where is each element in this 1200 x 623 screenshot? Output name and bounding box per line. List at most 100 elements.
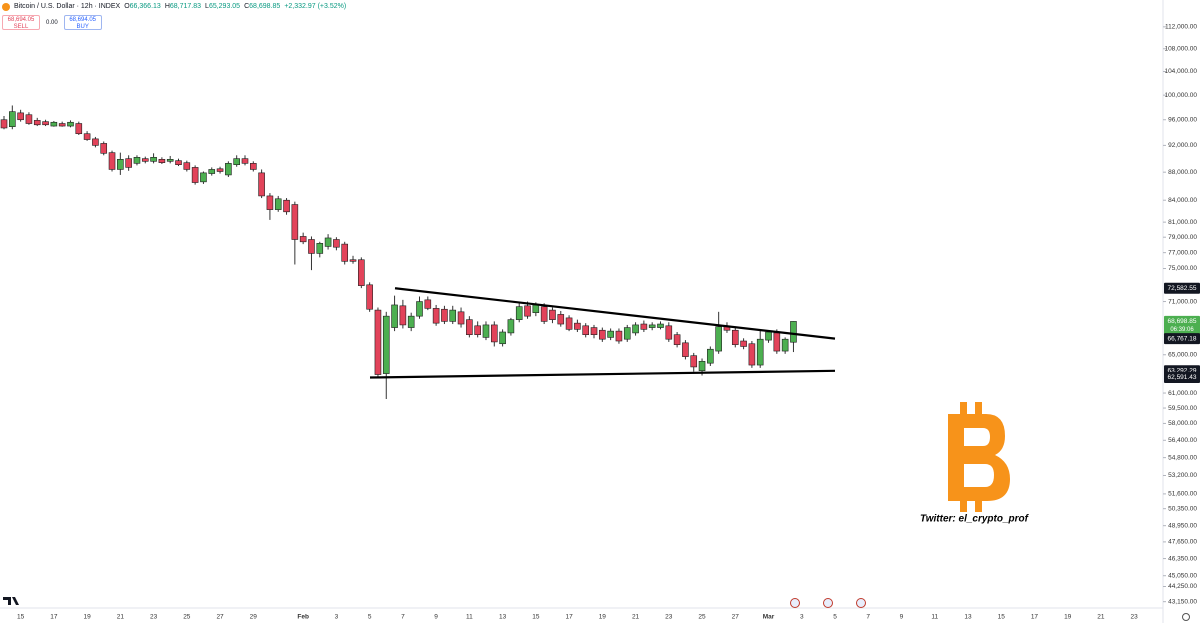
candle-body	[25, 114, 33, 124]
countdown: 06:39:06	[1170, 327, 1194, 333]
x-tick-label: 7	[401, 614, 405, 621]
candle-body	[299, 236, 307, 243]
candle-body	[707, 348, 714, 364]
x-tick-label: 23	[665, 614, 673, 621]
y-tick-label: 47,650.00	[1168, 539, 1197, 546]
x-tick-label: 21	[117, 614, 125, 621]
candle-body	[67, 121, 74, 127]
candle-body	[141, 158, 149, 162]
logo-b	[948, 414, 1010, 501]
y-tick-label: 108,000.00	[1164, 45, 1197, 52]
ohlc-value: 68,717.83	[169, 3, 202, 10]
candle-body	[158, 159, 166, 163]
price-label-box	[1164, 372, 1200, 384]
candle-body	[133, 156, 141, 164]
symbol-title: Bitcoin / U.S. Dollar · 12h · INDEX	[14, 3, 121, 10]
candle-body	[50, 121, 58, 127]
candle-body	[582, 325, 590, 336]
candle-body	[225, 163, 232, 176]
trendline	[369, 369, 836, 379]
y-tick-label: 61,000.00	[1168, 390, 1197, 397]
y-tick-label: 53,200.00	[1168, 472, 1197, 479]
candle-body	[0, 119, 8, 129]
x-tick-label: 3	[800, 614, 804, 621]
x-tick-label: 17	[565, 614, 573, 621]
x-tick-label: 11	[931, 614, 938, 621]
candle-body	[499, 331, 506, 345]
candle-body	[191, 167, 199, 183]
candle-body	[291, 204, 299, 240]
ohlc-label: H	[164, 3, 170, 10]
candle-body	[416, 301, 423, 317]
candle-body	[366, 284, 373, 310]
event-flag[interactable]	[823, 598, 833, 608]
candle-body	[773, 332, 781, 352]
event-flag[interactable]	[856, 598, 866, 608]
candle-body	[715, 326, 722, 352]
candle-body	[565, 317, 573, 330]
logo-bar	[960, 402, 967, 416]
sell-label: SELL	[13, 24, 29, 30]
x-tick-label: Feb	[297, 614, 309, 621]
price-label: 63,292.29	[1168, 368, 1197, 375]
candle-body	[673, 334, 681, 345]
candle-body	[92, 138, 99, 146]
x-tick-label: 7	[866, 614, 870, 621]
logo-bar	[975, 498, 982, 512]
price-label-box	[1164, 315, 1200, 335]
y-tick-label: 75,000.00	[1168, 265, 1197, 272]
y-tick-label: 54,800.00	[1168, 454, 1197, 461]
y-tick-label: 45,050.00	[1168, 572, 1197, 579]
y-tick-label: 44,250.00	[1168, 583, 1197, 590]
y-tick-label: 79,000.00	[1168, 234, 1197, 241]
tv-logo-part	[12, 597, 19, 605]
candle-body	[507, 319, 515, 334]
candle-body	[432, 308, 440, 324]
header: Bitcoin / U.S. Dollar · 12h · INDEX O66,…	[2, 1, 346, 30]
x-tick-label: 23	[150, 614, 158, 621]
settings-gear[interactable]	[1182, 613, 1190, 621]
event-icons[interactable]	[790, 598, 866, 608]
candle-body	[665, 325, 673, 340]
y-tick-label: 100,000.00	[1164, 92, 1197, 99]
x-tick-label: 25	[698, 614, 706, 621]
candle-body	[83, 133, 91, 140]
y-tick-label: 58,000.00	[1168, 420, 1197, 427]
candle-body	[341, 243, 349, 262]
price-label: 72,582.55	[1168, 285, 1197, 292]
candle-body	[258, 172, 265, 197]
buy-button[interactable]: 68,694.05 BUY	[63, 15, 102, 30]
candle-body	[590, 327, 598, 336]
candle-body	[748, 343, 756, 366]
x-tick-label: 11	[466, 614, 473, 621]
candle-body	[17, 112, 24, 121]
ohlc-item: C68,698.85	[244, 3, 280, 10]
event-flag[interactable]	[790, 598, 800, 608]
candle-body	[574, 322, 581, 330]
x-tick-label: 15	[532, 614, 540, 621]
candle-body	[274, 198, 282, 210]
ohlc-label: L	[205, 3, 209, 10]
candle-body	[250, 163, 257, 170]
candle-body	[632, 324, 639, 334]
tv-logo	[3, 597, 19, 605]
y-tick-label: 43,150.00	[1168, 598, 1197, 605]
candle-body	[474, 325, 481, 336]
y-tick-label: 92,000.00	[1168, 142, 1197, 149]
candle-body	[640, 323, 648, 330]
candle-body	[607, 330, 614, 338]
sell-button[interactable]: 68,694.05 SELL	[2, 15, 40, 30]
candle-body	[407, 315, 415, 328]
y-tick-label: 56,400.00	[1168, 437, 1197, 444]
ohlc-label: O	[124, 3, 130, 10]
candle-body	[200, 172, 207, 183]
change: +2,332.97 (+3.52%)	[284, 3, 347, 10]
x-tick-label: 5	[833, 614, 837, 621]
x-tick-label: 21	[1097, 614, 1105, 621]
x-tick-label: 17	[1031, 614, 1039, 621]
y-tick-label: 84,000.00	[1168, 197, 1197, 204]
x-tick-label: 27	[732, 614, 740, 621]
x-tick-label: 19	[599, 614, 607, 621]
trendline	[394, 287, 836, 340]
